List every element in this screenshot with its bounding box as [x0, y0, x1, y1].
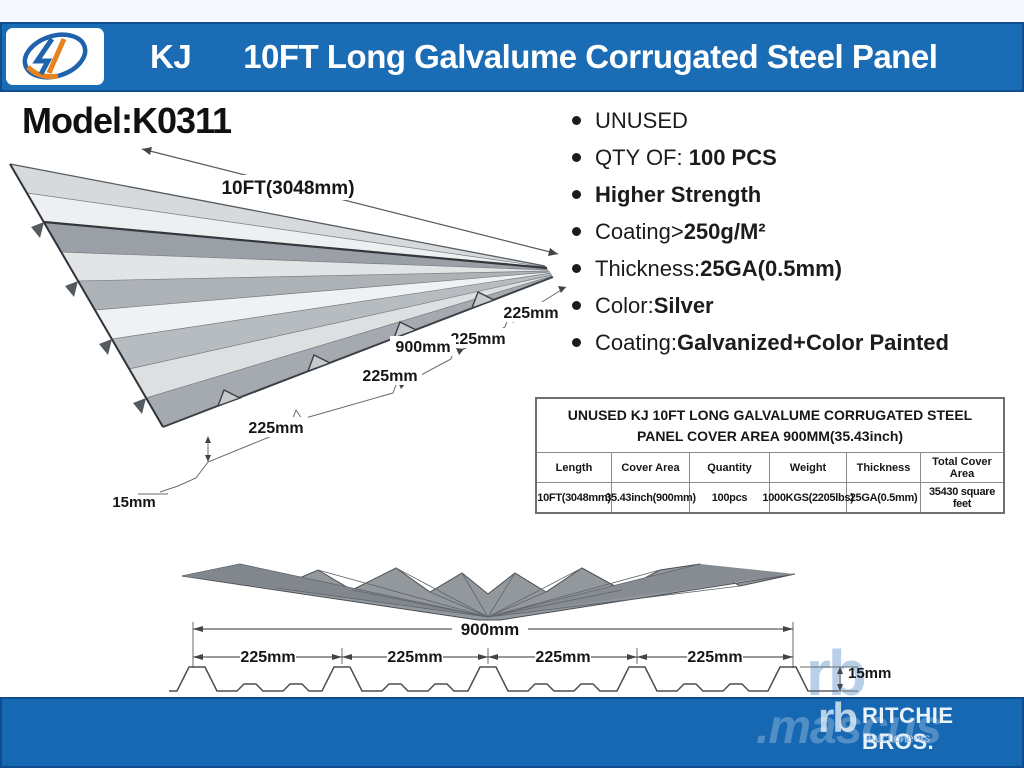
dim-225-label: 225mm: [687, 649, 742, 666]
feature-list: UNUSED QTY OF: 100 PCS Higher Strength C…: [572, 102, 1022, 361]
feature-item: Coating> 250g/M²: [572, 213, 1022, 250]
bullet-icon: [572, 264, 581, 273]
table-cell: 1000KGS(2205lbs): [762, 483, 854, 512]
feature-item: Higher Strength: [572, 176, 1022, 213]
dim-length-label: 10FT(3048mm): [221, 178, 354, 199]
header-brand-text: KJ: [150, 38, 192, 75]
column-header: Total Cover Area: [932, 455, 992, 480]
bullet-icon: [572, 301, 581, 310]
panel-cross-section-diagram: 900mm 225mm 225mm 225mm 225mm 15mm: [169, 563, 891, 692]
table-cell: 25GA(0.5mm): [847, 483, 921, 512]
dim-225-label: 225mm: [240, 649, 295, 666]
feature-item: Coating: Galvanized+Color Painted: [572, 324, 1022, 361]
column-header: Weight: [770, 453, 847, 482]
column-header: Thickness: [847, 453, 921, 482]
table-cell: 35430 square feet: [928, 485, 996, 510]
bullet-icon: [572, 116, 581, 125]
mascus-watermark: .mascus: [756, 701, 942, 754]
ritchie-bros-subtitle: Auctioneers: [867, 731, 931, 745]
brand-logo: [6, 28, 104, 85]
column-header: Quantity: [690, 453, 770, 482]
feature-item: Thickness: 25GA(0.5mm): [572, 250, 1022, 287]
dim-225-label: 225mm: [450, 331, 505, 348]
feature-item: Color: Silver: [572, 287, 1022, 324]
dim-225-label: 225mm: [248, 420, 303, 437]
dim-225-label: 225mm: [362, 368, 417, 385]
header-title: KJ 10FT Long Galvalume Corrugated Steel …: [150, 22, 938, 92]
ritchie-bros-brand-text: RITCHIE BROS.: [862, 703, 954, 754]
model-title: Model:K0311: [22, 100, 232, 141]
column-header: Length: [537, 453, 612, 482]
spec-table-title: UNUSED KJ 10FT LONG GALVALUME CORRUGATED…: [537, 399, 1003, 453]
feature-item: UNUSED: [572, 102, 1022, 139]
dim-15-label: 15mm: [112, 494, 155, 511]
footer-bar: [0, 697, 1024, 768]
dim-900-label: 900mm: [395, 339, 450, 356]
spec-table: UNUSED KJ 10FT LONG GALVALUME CORRUGATED…: [535, 397, 1005, 514]
dim-225-label: 225mm: [503, 305, 558, 322]
spec-table-value-row: 10FT(3048mm) 35.43inch(900mm) 100pcs 100…: [537, 483, 1003, 512]
dim-225-label: 225mm: [387, 649, 442, 666]
spec-table-title-line2: PANEL COVER AREA 900MM(35.43inch): [636, 427, 904, 444]
spec-table-header-row: Length Cover Area Quantity Weight Thickn…: [537, 453, 1003, 483]
table-cell: 100pcs: [690, 483, 770, 512]
ritchie-bros-logo-icon: rb: [818, 694, 858, 741]
dim-900-label: 900mm: [461, 620, 520, 639]
panel-isometric-diagram: 10FT(3048mm) 225mm 225mm 900mm 225mm 225…: [9, 147, 567, 511]
column-header: Cover Area: [612, 453, 690, 482]
top-strip: [0, 0, 1024, 22]
table-cell: 10FT(3048mm): [537, 483, 612, 512]
spec-table-title-line1: UNUSED KJ 10FT LONG GALVALUME CORRUGATED…: [567, 407, 973, 424]
bullet-icon: [572, 153, 581, 162]
dim-15-label: 15mm: [848, 665, 891, 682]
header-bar: [0, 22, 1024, 92]
feature-item: QTY OF: 100 PCS: [572, 139, 1022, 176]
bullet-icon: [572, 227, 581, 236]
brand-logo-icon: [22, 32, 88, 80]
bullet-icon: [572, 190, 581, 199]
bullet-icon: [572, 338, 581, 347]
header-title-text: 10FT Long Galvalume Corrugated Steel Pan…: [243, 38, 938, 75]
dim-225-label: 225mm: [535, 649, 590, 666]
table-cell: 35.43inch(900mm): [605, 483, 696, 512]
